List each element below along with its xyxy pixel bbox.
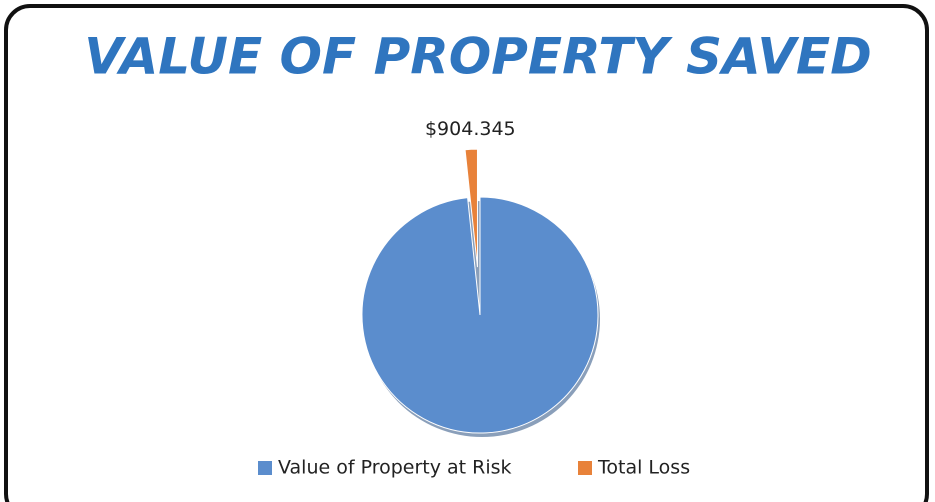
legend-swatch: [578, 461, 592, 475]
legend-label: Value of Property at Risk: [278, 457, 512, 479]
pie-slice: [361, 196, 599, 434]
legend-swatch: [258, 461, 272, 475]
chart-title: VALUE OF PROPERTY SAVED: [84, 28, 871, 86]
pie-slice: [464, 148, 478, 268]
legend-label: Total Loss: [597, 457, 690, 479]
data-label: $904.345: [425, 118, 516, 140]
